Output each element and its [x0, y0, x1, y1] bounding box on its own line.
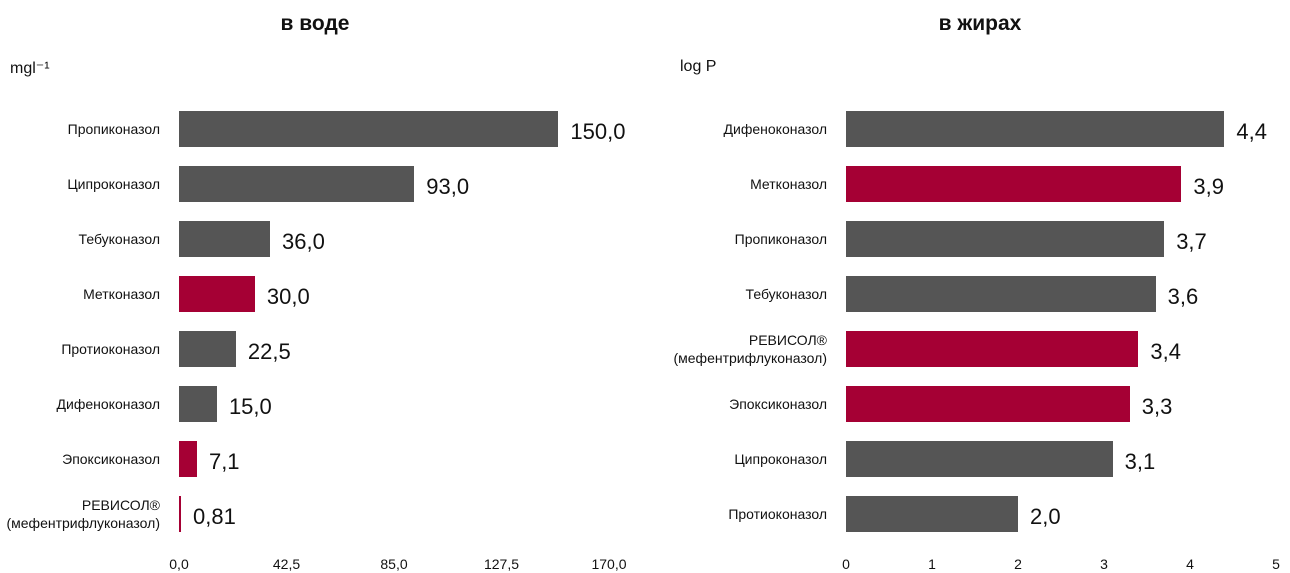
value-label: 3,1 [1124, 449, 1156, 474]
category-label: РЕВИСОЛ® (мефентрифлуконазол) [673, 332, 827, 366]
category-label: Дифеноконазол [56, 396, 160, 412]
x-tick-label: 85,0 [380, 556, 408, 572]
x-tick-label: 170,0 [591, 556, 627, 572]
bar [846, 441, 1113, 477]
bar [846, 276, 1156, 312]
value-label: 7,1 [208, 449, 240, 474]
bar [179, 166, 415, 202]
chart-title: в воде [280, 12, 350, 35]
bar [846, 221, 1165, 257]
chart-title: в жирах [938, 12, 1022, 35]
axis-label: log P [680, 58, 717, 75]
axis-label: mgl⁻¹ [10, 60, 50, 77]
category-label: Эпоксиконазол [729, 396, 827, 412]
value-label: 22,5 [247, 339, 291, 364]
bar [179, 331, 236, 367]
x-tick-label: 0 [842, 556, 850, 572]
bar [846, 496, 1018, 532]
value-label: 0,81 [193, 504, 236, 529]
category-label: Пропиконазол [67, 121, 160, 137]
x-tick-label: 2 [1014, 556, 1022, 572]
value-label: 3,4 [1150, 339, 1181, 364]
category-label: Протиоконазол [61, 341, 160, 357]
value-label: 36,0 [282, 229, 325, 254]
value-label: 30,0 [266, 284, 310, 309]
category-label: Метконазол [750, 176, 827, 192]
value-label: 3,3 [1141, 394, 1173, 419]
category-label: Тебуконазол [78, 231, 160, 247]
category-label: Эпоксиконазол [62, 451, 160, 467]
x-tick-label: 4 [1186, 556, 1194, 572]
category-label: Пропиконазол [734, 231, 827, 247]
x-tick-label: 42,5 [272, 556, 301, 572]
value-label: 3,7 [1176, 229, 1207, 254]
value-label: 2,0 [1030, 504, 1061, 529]
bar [846, 386, 1130, 422]
value-label: 150,0 [570, 119, 626, 144]
bar [179, 386, 217, 422]
bar [846, 111, 1225, 147]
category-label: Протиоконазол [728, 506, 827, 522]
x-tick-label: 1 [928, 556, 936, 572]
value-label: 93,0 [426, 174, 470, 199]
category-label: Ципроконазол [734, 451, 827, 467]
category-label: Метконазол [83, 286, 160, 302]
bar [179, 276, 255, 312]
value-label: 15,0 [228, 394, 272, 419]
value-label: 3,6 [1167, 284, 1199, 309]
bar [846, 331, 1139, 367]
bar [179, 441, 197, 477]
value-label: 3,9 [1193, 174, 1224, 199]
x-tick-label: 0,0 [169, 556, 189, 572]
category-label: Тебуконазол [745, 286, 827, 302]
bar [179, 221, 271, 257]
x-tick-label: 3 [1100, 556, 1108, 572]
category-label: Ципроконазол [67, 176, 160, 192]
bar [179, 496, 182, 532]
category-label: Дифеноконазол [723, 121, 827, 137]
x-tick-label: 127,5 [483, 556, 520, 572]
bar [846, 166, 1182, 202]
x-tick-label: 5 [1272, 556, 1280, 572]
category-label: РЕВИСОЛ® (мефентрифлуконазол) [6, 497, 160, 531]
bar [179, 111, 559, 147]
value-label: 4,4 [1236, 119, 1267, 144]
